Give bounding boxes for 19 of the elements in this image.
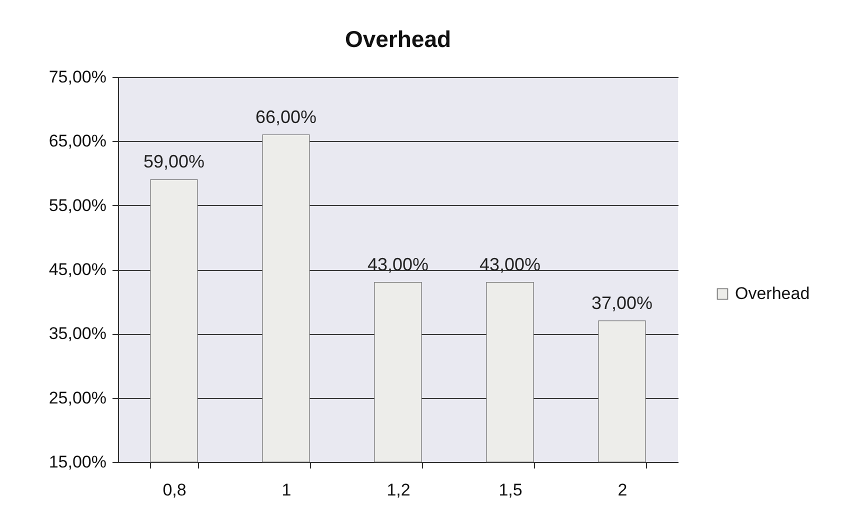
y-tick-label: 75,00% <box>48 68 106 86</box>
data-label: 43,00% <box>367 254 429 274</box>
data-label: 59,00% <box>143 152 205 172</box>
y-tick-label: 55,00% <box>48 196 106 215</box>
y-tick-label: 15,00% <box>48 452 106 472</box>
y-tick-label: 25,00% <box>48 388 106 408</box>
y-tick-label: 35,00% <box>48 324 106 344</box>
x-tick-label: 0,8 <box>162 480 186 500</box>
data-label: 37,00% <box>591 292 653 313</box>
legend-label: Overhead <box>735 284 810 303</box>
x-tick-label: 1,2 <box>386 480 410 500</box>
data-label: 66,00% <box>255 106 317 127</box>
y-tick-label: 65,00% <box>48 132 106 151</box>
x-tick-label: 1 <box>282 480 292 500</box>
x-tick-label: 2 <box>618 480 628 500</box>
y-tick-label: 45,00% <box>48 260 106 279</box>
chart-title: Overhead <box>344 26 452 52</box>
x-tick-label: 1,5 <box>498 480 522 500</box>
data-label: 43,00% <box>479 254 541 274</box>
